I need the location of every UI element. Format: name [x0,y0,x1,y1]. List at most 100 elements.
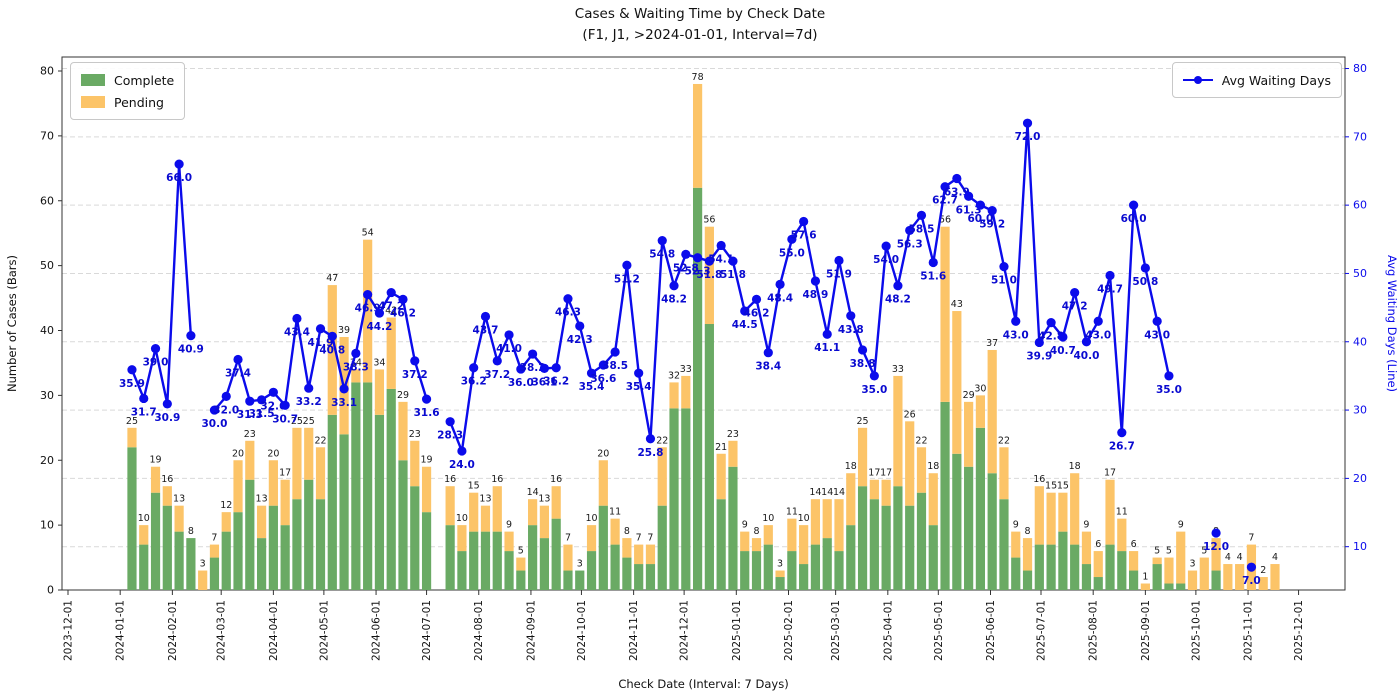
line-point [539,363,550,374]
bar-value-label: 32 [668,370,680,381]
line-value-label: 40.9 [178,344,204,356]
bar-pending [598,460,608,506]
line-value-label: 57.6 [791,230,817,242]
bar-value-label: 10 [456,513,468,524]
bar-pending [822,499,832,539]
bar-value-label: 25 [126,416,138,427]
legend-complete-label: Complete [114,72,175,88]
bar-complete [292,499,302,590]
line-value-label: 51.0 [991,275,1017,287]
line-value-label: 50.8 [1132,276,1158,288]
bar-complete [209,557,220,590]
legend-item-line: Avg Waiting Days [1182,69,1331,91]
bar-pending [1270,564,1280,590]
line-point [964,191,974,201]
line-value-label: 36.0 [508,377,534,389]
line-point [410,356,420,366]
bar-value-label: 18 [1069,461,1081,472]
avg-waiting-line [448,123,1171,456]
bar-value-label: 2 [1260,565,1266,576]
line-point [127,365,137,375]
legend-pending-label: Pending [114,94,164,110]
bar-pending [504,531,514,552]
chart-title: Cases & Waiting Time by Check Date [574,6,826,22]
bar-value-label: 16 [444,474,456,485]
x-axis-title: Check Date (Interval: 7 Days) [618,677,788,691]
line-point [952,173,962,184]
bar-value-label: 17 [880,468,892,479]
line-point [528,349,538,359]
bar-value-label: 25 [291,416,303,427]
bar-value-label: 5 [1201,546,1207,557]
legend-line[interactable]: Avg Waiting Days [1171,62,1342,98]
bar-value-label: 3 [1189,559,1195,570]
bar-complete [221,531,231,590]
bar-value-label: 13 [173,494,185,505]
bar-pending [292,427,302,500]
line-value-label: 72.0 [1015,131,1041,143]
bar-pending [1258,577,1268,590]
bar-value-label: 9 [506,520,512,531]
bar-complete [940,401,950,590]
bar-pending [516,557,526,571]
x-tick-label: 2024-10-01 [576,600,588,661]
line-point [634,368,644,378]
y-right-tick-label: 70 [1353,130,1367,143]
line-point [268,387,278,397]
line-point [162,399,172,409]
line-value-label: 46.3 [555,307,581,319]
line-point [280,400,290,410]
bar-pending [716,453,726,500]
line-value-label: 38.4 [755,361,781,373]
bar-complete [1034,544,1044,590]
bar-complete [952,453,962,590]
bar-complete [716,499,726,590]
line-point [857,345,868,355]
bar-pending [198,570,208,590]
x-tick-label: 2025-06-01 [985,600,997,661]
line-value-label: 48.9 [802,289,828,301]
line-value-label: 51.2 [614,273,640,285]
bar-pending [975,395,986,428]
legend-line-label: Avg Waiting Days [1221,72,1331,88]
bar-value-label: 33 [892,364,904,375]
bar-complete [528,525,538,590]
line-point [351,348,361,358]
line-point [575,321,585,331]
bar-complete [1117,551,1127,590]
bar-value-label: 17 [868,468,880,479]
bar-value-label: 3 [777,559,783,570]
y-right-tick-label: 30 [1353,404,1367,417]
bar-pending [622,538,632,558]
bar-pending [363,239,373,383]
line-point [681,249,691,259]
line-value-label: 41.0 [496,343,522,355]
bar-complete [1176,583,1186,590]
bar-pending [386,317,396,389]
line-value-label: 43.7 [473,324,499,336]
bar-pending [1011,531,1021,558]
bar-complete [421,512,432,590]
x-tick-label: 2024-06-01 [371,600,383,661]
bar-pending [775,570,785,578]
line-point [810,276,821,286]
line-value-label: 38.5 [602,360,628,372]
bar-value-label: 5 [518,546,524,557]
line-point [1128,200,1139,210]
bar-complete [174,531,184,590]
bar-value-label: 21 [715,442,727,453]
line-point [1011,316,1021,326]
bar-pending [1034,486,1044,545]
line-value-label: 36.2 [543,376,569,388]
y-left-axis-title: Number of Cases (Bars) [5,255,19,392]
line-value-label: 35.0 [861,384,887,396]
x-tick-label: 2024-04-01 [268,600,280,661]
y-right-tick-label: 20 [1353,472,1367,485]
bar-pending [1164,557,1174,584]
bar-value-label: 16 [491,474,503,485]
legend-bars[interactable]: Complete Pending [70,62,186,120]
bar-complete [916,492,927,590]
bar-value-label: 7 [647,533,653,544]
line-point [1093,316,1103,326]
bar-complete [928,525,938,590]
